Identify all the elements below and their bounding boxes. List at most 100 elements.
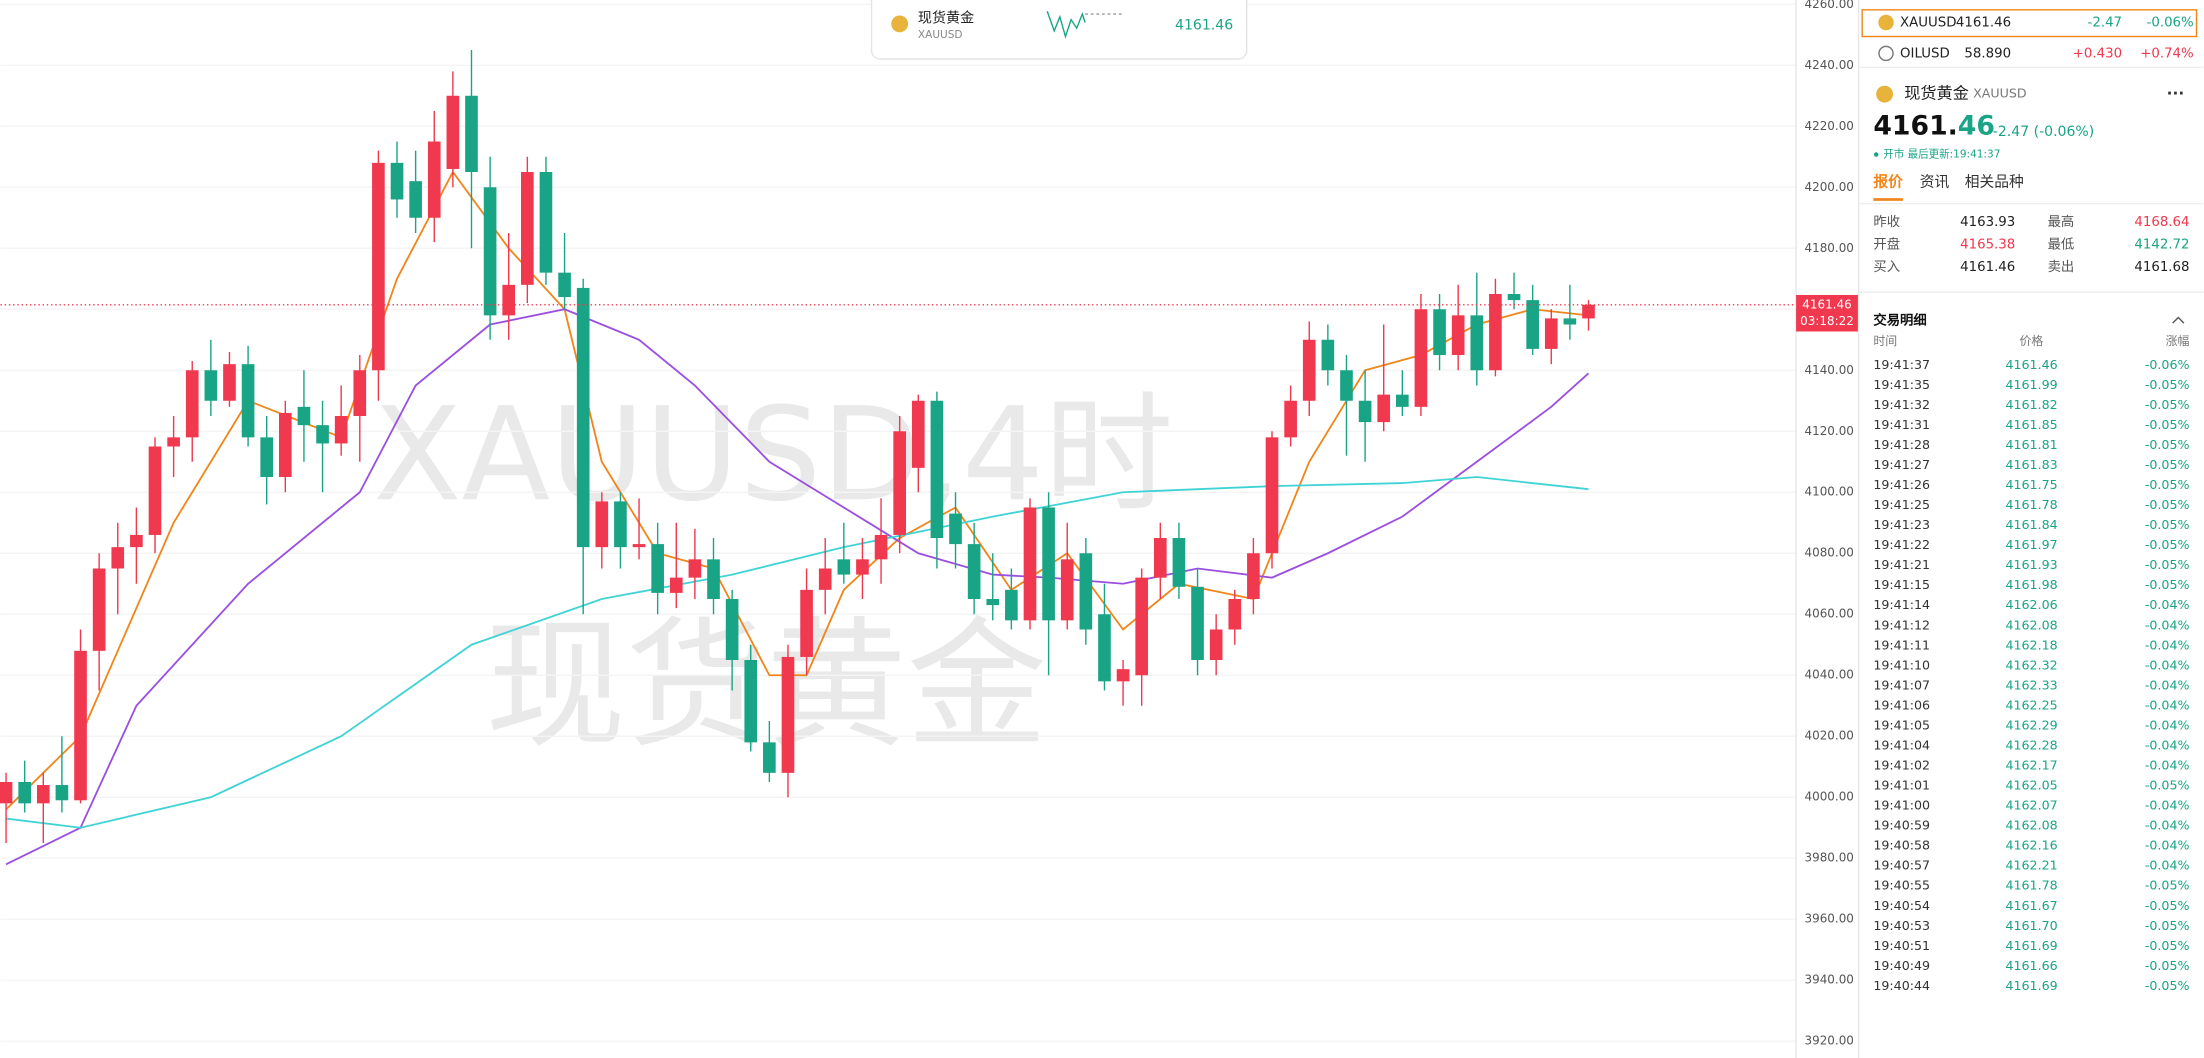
trade-price: 4162.32 <box>2005 657 2057 672</box>
last-price-label: 4161.46 <box>1802 297 1851 311</box>
instrument-symbol: XAUUSD <box>1973 86 2027 101</box>
trade-change: -0.05% <box>2145 557 2190 572</box>
candle-body <box>1042 507 1055 621</box>
price-change: -2.47 (-0.06%) <box>1993 124 2094 140</box>
side-panel: XAUUSD 4161.46 -2.47 -0.06%OILUSD 58.890 +0.4… <box>1859 9 2204 993</box>
candle-body <box>1153 537 1167 578</box>
ma-line <box>5 308 1590 866</box>
candle-body <box>911 400 925 468</box>
trade-price: 4162.07 <box>2005 798 2057 813</box>
candle-body <box>204 370 218 401</box>
y-tick-label: 4140.00 <box>1805 363 1854 377</box>
y-tick-label: 3980.00 <box>1805 851 1854 865</box>
candle-body <box>521 172 534 285</box>
y-tick-label: 4080.00 <box>1805 546 1854 560</box>
menu-icon: ··· <box>2167 85 2185 103</box>
trade-price: 4161.69 <box>2005 938 2057 953</box>
y-tick-label: 4220.00 <box>1805 119 1854 133</box>
trade-time: 19:40:49 <box>1873 958 1930 973</box>
stat-label: 买入 <box>1873 259 1900 275</box>
watch-pct: -0.06% <box>2147 15 2194 30</box>
trade-price: 4161.81 <box>2005 437 2057 452</box>
instrument-name: 现货黄金 <box>1904 84 1969 103</box>
trade-time: 19:40:53 <box>1873 918 1930 933</box>
candle-body <box>1023 507 1037 621</box>
candle-body <box>763 742 776 773</box>
big-price: 4161.46 <box>1873 110 1995 141</box>
trade-change: -0.04% <box>2145 758 2190 773</box>
trade-price: 4161.66 <box>2005 958 2057 973</box>
countdown: 03:18:22 <box>1800 314 1854 328</box>
trade-time: 19:41:37 <box>1873 357 1930 372</box>
last-price-tag <box>1796 294 1858 332</box>
candle-body <box>781 656 795 773</box>
trade-change: -0.05% <box>2145 417 2190 432</box>
trade-change: -0.05% <box>2145 898 2190 913</box>
stat-value: 4142.72 <box>2134 237 2189 252</box>
trade-time: 19:41:11 <box>1873 637 1930 652</box>
candle-body <box>446 95 460 169</box>
trade-change: -0.05% <box>2145 958 2190 973</box>
candle-body <box>241 364 255 438</box>
trade-price: 4161.69 <box>2005 978 2057 993</box>
gold-icon <box>891 15 909 33</box>
candle-body <box>111 547 125 569</box>
trade-price: 4161.75 <box>2005 477 2057 492</box>
trade-change: -0.05% <box>2145 918 2190 933</box>
ma-line <box>5 476 1589 829</box>
trade-price: 4161.70 <box>2005 918 2057 933</box>
candle-body <box>1321 339 1335 371</box>
candle-body <box>818 568 832 590</box>
col-header: 涨幅 <box>2166 333 2190 348</box>
candle-body <box>1079 553 1093 630</box>
popup-price: 4161.46 <box>1175 17 1233 33</box>
trade-time: 19:41:07 <box>1873 677 1930 692</box>
candle-body <box>55 785 69 801</box>
collapse-icon[interactable] <box>2172 316 2185 324</box>
candle-body <box>1060 559 1074 621</box>
candle-body <box>1191 586 1204 660</box>
trade-price: 4161.85 <box>2005 417 2057 432</box>
trade-price: 4162.25 <box>2005 697 2057 712</box>
trade-change: -0.04% <box>2145 597 2190 612</box>
candle-body <box>1302 339 1316 401</box>
stat-value: 4161.68 <box>2134 260 2189 275</box>
oil-icon <box>1878 45 1894 62</box>
candle-body <box>1284 400 1297 438</box>
candle-body <box>1228 598 1242 630</box>
candle-body <box>725 598 739 660</box>
trade-price: 4162.16 <box>2005 838 2057 853</box>
candle-body <box>74 650 87 801</box>
y-tick-label: 4040.00 <box>1805 668 1854 682</box>
candle-body <box>18 781 32 804</box>
trade-price: 4162.08 <box>2005 818 2057 833</box>
trade-change: -0.04% <box>2145 838 2190 853</box>
stat-label: 昨收 <box>1873 214 1900 230</box>
selected-row[interactable] <box>1861 9 2198 38</box>
watch-change: -2.47 <box>2088 15 2122 30</box>
stat-value: 4165.38 <box>1960 237 2015 252</box>
trade-change: -0.05% <box>2145 457 2190 472</box>
y-tick-label: 4260.00 <box>1805 0 1854 11</box>
candle-body <box>130 534 143 548</box>
candle-body <box>260 437 274 477</box>
stat-label: 最高 <box>2048 213 2075 230</box>
candle-body <box>372 162 385 371</box>
candle-body <box>874 534 888 560</box>
sparkline <box>1046 11 1086 39</box>
market-status: 开市 最后更新:19:41:37 <box>1883 148 2000 161</box>
candle-body <box>1098 614 1111 682</box>
watermark-text: 现货黄金 <box>485 605 1047 768</box>
candle-body <box>930 400 944 538</box>
candle-body <box>800 589 813 657</box>
candle-body <box>409 181 422 218</box>
trade-change: -0.05% <box>2145 377 2190 392</box>
trade-change: -0.05% <box>2145 537 2190 552</box>
trade-change: -0.05% <box>2145 878 2190 893</box>
trade-price: 4161.46 <box>2005 357 2057 372</box>
y-tick-label: 4240.00 <box>1805 58 1854 72</box>
stat-value: 4168.64 <box>2134 215 2189 230</box>
